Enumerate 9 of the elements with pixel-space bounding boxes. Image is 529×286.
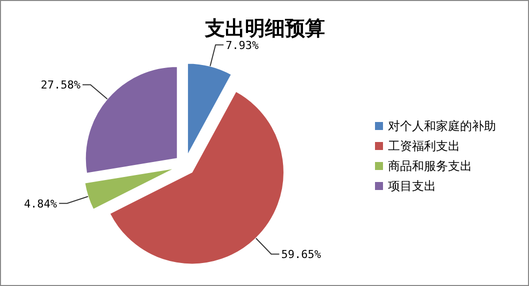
legend-label: 项目支出	[388, 179, 436, 193]
data-label: 59.65%	[281, 248, 322, 262]
legend-label: 对个人和家庭的补助	[388, 119, 496, 133]
data-label: 7.93%	[226, 38, 260, 52]
data-label: 27.58%	[40, 78, 81, 92]
chart-title: 支出明细预算	[204, 18, 325, 40]
data-label: 4.84%	[24, 197, 58, 210]
legend-label: 商品和服务支出	[388, 159, 472, 173]
legend-label: 工资福利支出	[388, 139, 460, 153]
